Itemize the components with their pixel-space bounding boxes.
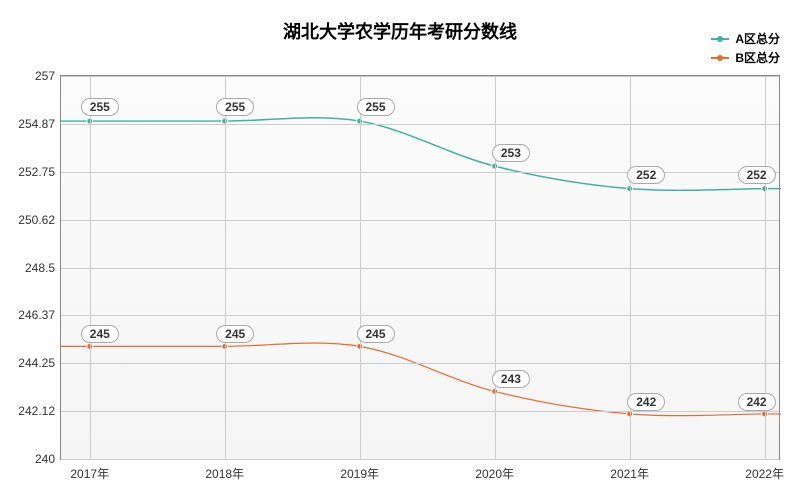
- data-label: 245: [81, 325, 119, 343]
- data-label: 252: [627, 166, 665, 184]
- x-axis-label: 2017年: [70, 459, 109, 482]
- grid-line-vertical: [495, 76, 496, 459]
- y-axis-label: 240: [35, 452, 61, 466]
- legend-label: B区总分: [735, 49, 780, 66]
- x-axis-label: 2021年: [610, 459, 649, 482]
- y-axis-label: 242.12: [18, 404, 61, 418]
- y-axis-label: 250.62: [18, 213, 61, 227]
- series-line: [61, 343, 780, 416]
- y-axis-label: 248.5: [25, 261, 61, 275]
- grid-line-horizontal: [61, 172, 779, 173]
- legend: A区总分 B区总分: [711, 30, 780, 68]
- x-axis-label: 2020年: [475, 459, 514, 482]
- grid-line-vertical: [90, 76, 91, 459]
- data-label: 255: [357, 98, 395, 116]
- legend-item: A区总分: [711, 30, 780, 47]
- grid-line-horizontal: [61, 220, 779, 221]
- grid-line-horizontal: [61, 315, 779, 316]
- legend-item: B区总分: [711, 49, 780, 66]
- grid-line-horizontal: [61, 124, 779, 125]
- data-label: 243: [492, 370, 530, 388]
- y-axis-label: 244.25: [18, 356, 61, 370]
- y-axis-label: 252.75: [18, 165, 61, 179]
- data-label: 245: [357, 325, 395, 343]
- legend-swatch: [711, 57, 729, 59]
- x-axis-label: 2018年: [205, 459, 244, 482]
- data-label: 242: [738, 393, 776, 411]
- grid-line-horizontal: [61, 268, 779, 269]
- grid-line-vertical: [360, 76, 361, 459]
- y-axis-label: 257: [35, 69, 61, 83]
- data-label: 253: [492, 144, 530, 162]
- grid-line-horizontal: [61, 411, 779, 412]
- chart-title: 湖北大学农学历年考研分数线: [283, 18, 517, 44]
- grid-line-vertical: [225, 76, 226, 459]
- data-label: 255: [81, 98, 119, 116]
- grid-line-horizontal: [61, 459, 779, 460]
- data-label: 255: [216, 98, 254, 116]
- legend-swatch: [711, 38, 729, 40]
- series-line: [61, 118, 780, 191]
- legend-label: A区总分: [735, 30, 780, 47]
- data-label: 252: [738, 166, 776, 184]
- grid-line-horizontal: [61, 76, 779, 77]
- data-label: 242: [627, 393, 665, 411]
- plot-area: 240242.12244.25246.37248.5250.62252.7525…: [60, 75, 780, 460]
- grid-line-horizontal: [61, 363, 779, 364]
- x-axis-label: 2019年: [340, 459, 379, 482]
- y-axis-label: 254.87: [18, 117, 61, 131]
- x-axis-label: 2022年: [745, 459, 784, 482]
- data-label: 245: [216, 325, 254, 343]
- y-axis-label: 246.37: [18, 308, 61, 322]
- chart-container: 湖北大学农学历年考研分数线 A区总分B区总分 240242.12244.2524…: [0, 0, 800, 500]
